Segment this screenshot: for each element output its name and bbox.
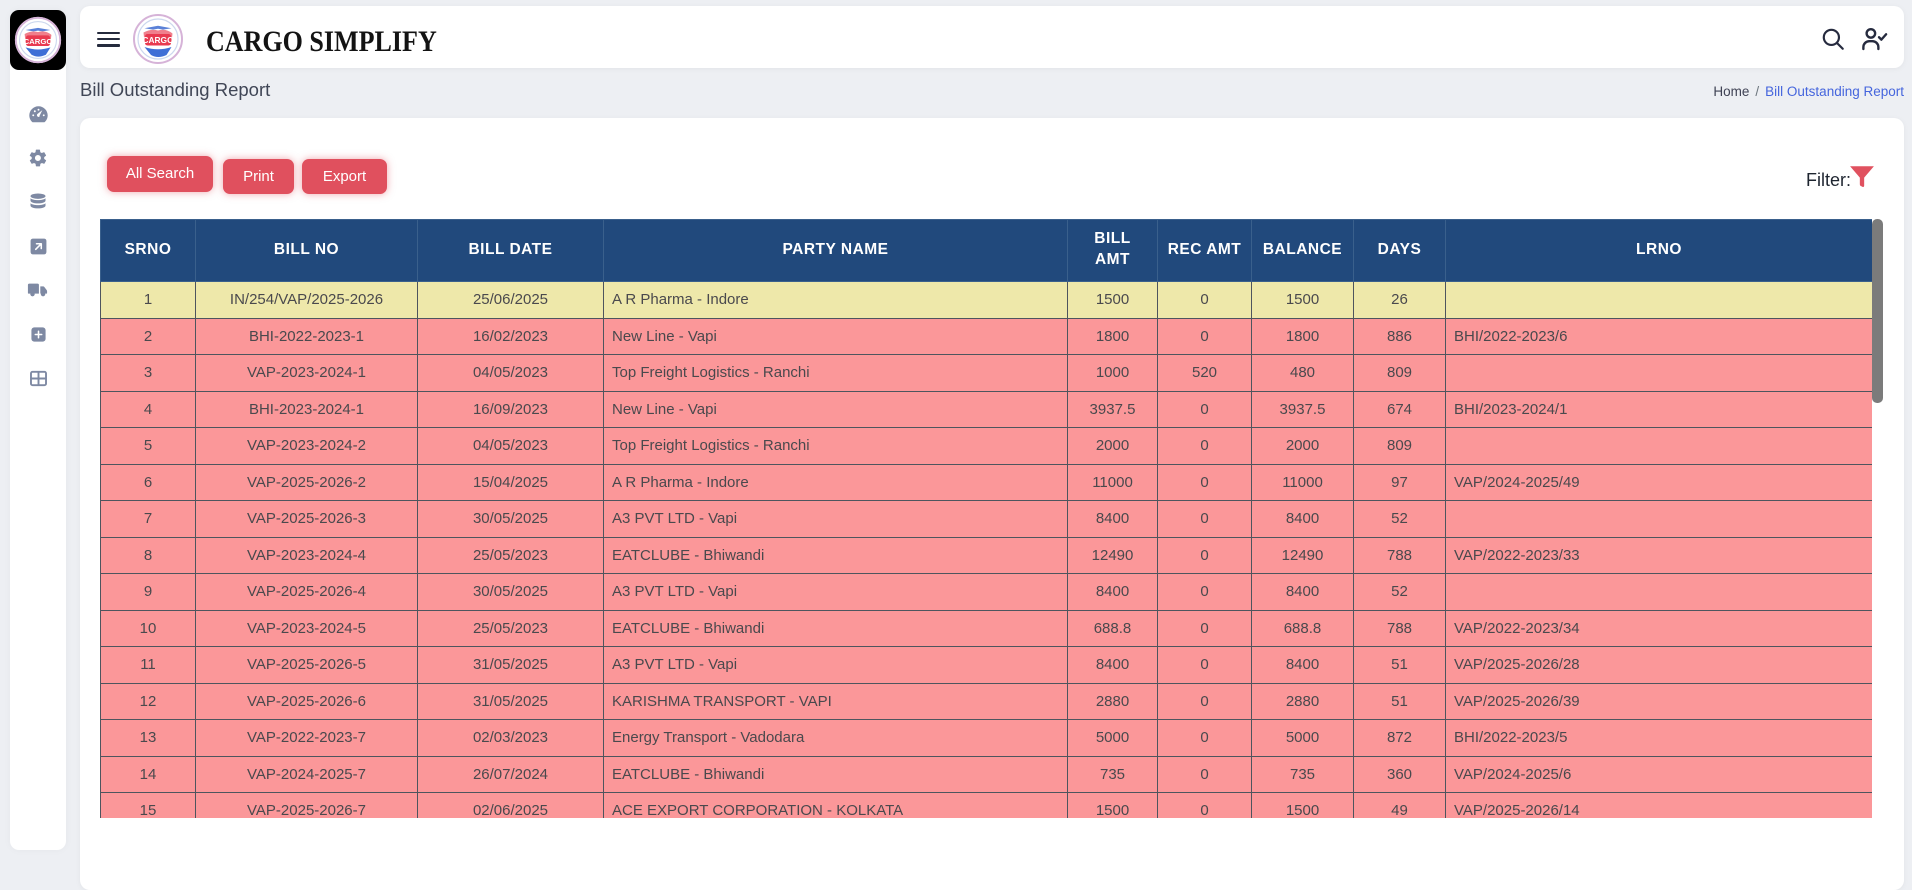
svg-text:CARGO: CARGO — [142, 35, 174, 45]
svg-text:CARGO: CARGO — [24, 37, 53, 46]
